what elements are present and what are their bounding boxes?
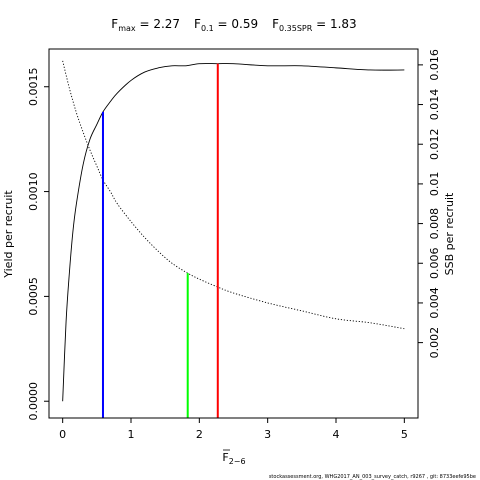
title-param-value: = 2.27 — [136, 17, 180, 31]
title-param-subscript: 0.35SPR — [279, 24, 313, 33]
footnote: stockassessment.org, WHG2017_AN_003_surv… — [269, 474, 476, 480]
x-axis-label-sub: 2−6 — [229, 457, 246, 466]
title-param-symbol: F — [111, 17, 118, 31]
title-param-symbol: F — [272, 17, 279, 31]
x-tick-label: 2 — [196, 428, 203, 441]
y-right-tick-label: 0.016 — [428, 49, 441, 81]
x-axis-label: F2−6 — [222, 451, 245, 466]
y-right-tick-label: 0.002 — [428, 327, 441, 359]
yield-per-recruit-curve — [62, 63, 405, 402]
y-right-tick-label: 0.008 — [428, 208, 441, 240]
y-right-tick-label: 0.01 — [428, 172, 441, 197]
y-axis-left: 0.0000 0.0005 0.0010 0.0015 — [27, 67, 49, 420]
y-left-tick-label: 0.0010 — [27, 172, 40, 211]
plot-frame — [48, 48, 419, 419]
x-axis: 0 1 2 3 4 5 — [59, 417, 408, 441]
y-right-tick-label: 0.014 — [428, 89, 441, 121]
ssb-per-recruit-curve — [62, 60, 405, 330]
chart-title: Fmax = 2.27 F0.1 = 0.59 F0.35SPR = 1.83 — [111, 17, 356, 33]
title-param-subscript: max — [118, 24, 136, 33]
title-param-value: = 1.83 — [312, 17, 356, 31]
y-left-tick-label: 0.0000 — [27, 382, 40, 421]
x-tick-label: 3 — [264, 428, 271, 441]
series-layer — [62, 60, 405, 402]
title-param-symbol: F — [194, 17, 201, 31]
y-axis-right-label: SSB per recruit — [443, 192, 456, 275]
x-axis-label-main: F — [222, 451, 228, 464]
x-tick-label: 0 — [59, 428, 66, 441]
title-text: Fmax = 2.27 F0.1 = 0.59 F0.35SPR = 1.83 — [111, 17, 356, 33]
y-axis-right: 0.002 0.004 0.006 0.008 0.01 0.012 0.014 0.016 — [418, 49, 441, 358]
x-tick-label: 1 — [128, 428, 135, 441]
y-left-tick-label: 0.0015 — [27, 67, 40, 106]
title-param-subscript: 0.1 — [201, 24, 214, 33]
y-right-tick-label: 0.004 — [428, 287, 441, 319]
x-tick-label: 4 — [333, 428, 340, 441]
y-right-tick-label: 0.012 — [428, 128, 441, 160]
title-param-value: = 0.59 — [214, 17, 258, 31]
y-axis-left-label: Yield per recruit — [2, 190, 15, 279]
reference-lines — [101, 63, 219, 418]
y-right-tick-label: 0.006 — [428, 248, 441, 280]
x-tick-label: 5 — [401, 428, 408, 441]
y-left-tick-label: 0.0005 — [27, 277, 40, 316]
